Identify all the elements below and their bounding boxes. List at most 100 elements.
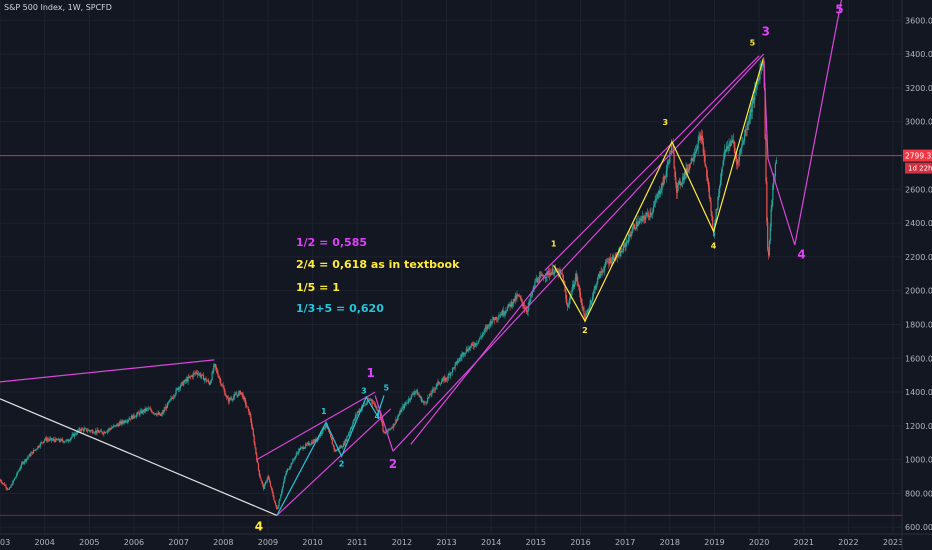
candle-body — [715, 209, 717, 223]
candle-body — [623, 244, 625, 245]
candle-body — [282, 482, 284, 487]
candle-body — [605, 261, 607, 263]
candle-body — [301, 446, 303, 448]
candle-body — [147, 408, 149, 410]
candle-body — [238, 391, 241, 393]
candle-body — [20, 463, 23, 468]
candle-body — [270, 486, 272, 489]
candle-body — [105, 431, 108, 433]
candle-body — [761, 61, 764, 66]
candle-body — [597, 277, 599, 284]
candle-body — [772, 184, 774, 201]
candle-body — [579, 292, 582, 299]
candle-body — [311, 442, 313, 445]
candle-body — [123, 420, 126, 423]
candle-body — [443, 377, 445, 379]
candle-body — [677, 182, 679, 186]
candle-body — [231, 398, 233, 400]
candle-body — [688, 169, 690, 170]
candle-body — [25, 459, 27, 461]
candle-body — [639, 220, 641, 222]
candle-body — [227, 398, 230, 402]
candle-body — [749, 109, 752, 118]
candle-body — [371, 399, 373, 402]
x-tick-label: 2009 — [258, 538, 278, 547]
candle-body — [708, 186, 710, 198]
candle-body — [341, 446, 343, 448]
candle-body — [340, 446, 342, 448]
candle-body — [86, 430, 89, 432]
candle-body — [596, 283, 598, 288]
candle-body — [383, 430, 385, 432]
candle-body — [57, 438, 59, 441]
candle-body — [693, 157, 695, 159]
candle-body — [377, 410, 379, 412]
candle-body — [391, 427, 394, 429]
candle-body — [393, 424, 395, 426]
candle-body — [402, 406, 404, 409]
x-tick-label: 2008 — [213, 538, 233, 547]
candle-body — [234, 394, 236, 396]
candle-body — [669, 151, 671, 163]
candle-body — [308, 442, 310, 445]
candle-body — [35, 449, 37, 450]
candle-body — [734, 147, 736, 155]
candle-body — [286, 470, 288, 473]
candle-body — [169, 399, 171, 401]
candle-body — [38, 446, 41, 448]
candle-body — [607, 261, 609, 263]
candle-body — [382, 423, 384, 431]
candle-body — [222, 385, 224, 389]
candle-body — [142, 410, 145, 413]
candle-body — [483, 329, 485, 333]
candle-body — [415, 390, 418, 391]
candle-body — [521, 299, 523, 303]
candle-body — [492, 317, 494, 322]
candle-body — [751, 103, 753, 113]
candle-body — [585, 314, 587, 322]
candle-body — [50, 438, 53, 441]
candle-body — [118, 423, 120, 427]
candle-body — [577, 281, 579, 285]
candle-body — [432, 389, 434, 391]
candle-body — [494, 319, 496, 321]
candle-body — [154, 413, 157, 415]
countdown-tag — [905, 162, 932, 174]
candle-body — [700, 135, 703, 141]
candle-body — [460, 357, 462, 358]
candle-body — [166, 402, 169, 408]
candle-body — [281, 491, 283, 495]
candle-body — [53, 439, 55, 441]
candle-body — [10, 484, 12, 488]
candle-body — [444, 377, 446, 382]
candle-body — [9, 487, 11, 488]
candle-body — [417, 394, 419, 396]
candle-body — [571, 290, 573, 296]
candle-body — [418, 394, 420, 397]
candle-body — [218, 376, 220, 378]
wave-label: 3 — [663, 118, 669, 127]
candle-body — [549, 273, 552, 276]
candle-body — [146, 408, 148, 410]
candle-body — [155, 414, 157, 416]
candle-body — [46, 439, 48, 441]
candle-body — [448, 374, 450, 375]
candle-body — [658, 191, 661, 195]
candle-body — [421, 397, 423, 402]
candle-body — [602, 271, 604, 272]
candle-body — [81, 428, 84, 430]
candle-body — [194, 372, 196, 374]
candle-body — [51, 439, 53, 441]
candle-body — [473, 345, 475, 347]
candle-body — [758, 78, 760, 80]
candle-body — [613, 256, 615, 261]
candle-body — [269, 479, 271, 483]
candle-body — [84, 428, 86, 430]
candle-body — [219, 377, 221, 380]
candle-body — [597, 274, 600, 278]
candle-body — [531, 291, 534, 296]
candle-body — [108, 428, 110, 430]
candle-body — [330, 433, 332, 438]
candle-body — [415, 390, 417, 392]
